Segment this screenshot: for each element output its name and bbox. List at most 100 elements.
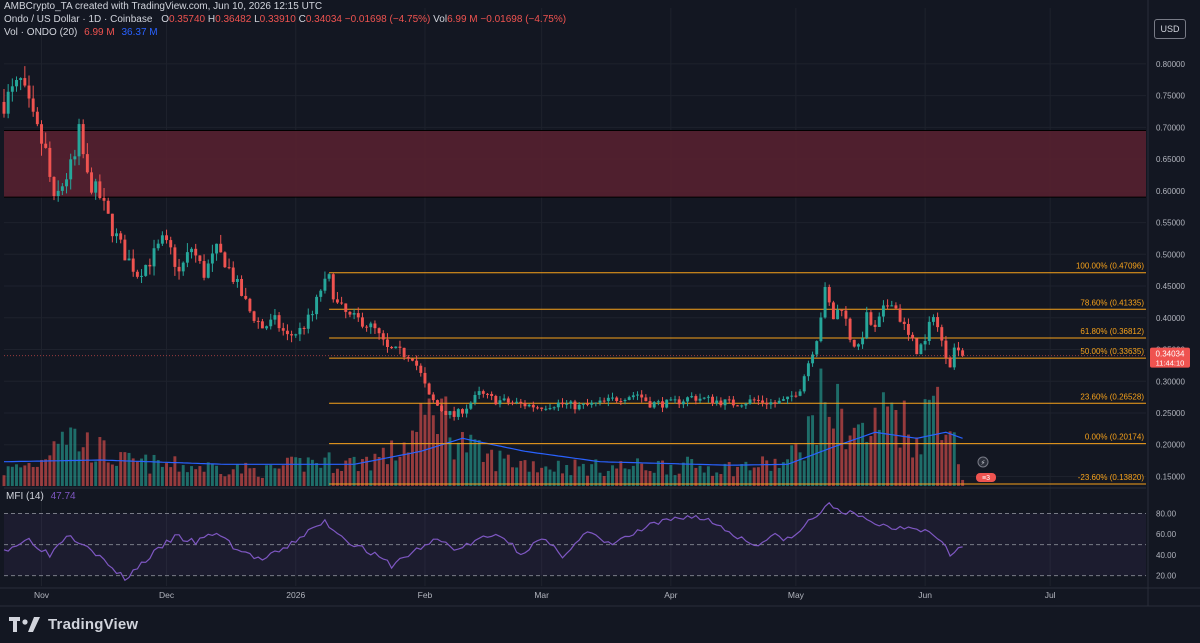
volume-bar [52, 441, 56, 486]
volume-bar [410, 430, 414, 486]
candle-body [848, 318, 852, 340]
symbol-title[interactable]: Ondo / US Dollar · 1D · Coinbase [4, 14, 153, 25]
volume-bar [856, 424, 860, 486]
overlays: ⚡ ≡3 [976, 456, 996, 482]
volume-bar [369, 470, 373, 486]
candle-body [911, 334, 915, 339]
candle-body [35, 111, 39, 125]
fib-level-label: 61.80% (0.36812) [1080, 327, 1144, 336]
volume-bar [669, 464, 673, 486]
price-tick-label: 0.55000 [1156, 219, 1185, 228]
time-tick-label: Dec [159, 590, 175, 600]
volume-bar [873, 407, 877, 486]
volume-indicator-title[interactable]: Vol · ONDO (20) [4, 27, 78, 38]
volume-bar [131, 458, 135, 486]
volume-bar [190, 466, 194, 486]
volume-bar [473, 439, 477, 486]
candle-body [677, 399, 681, 405]
candle-body [327, 274, 331, 279]
volume-bar [644, 470, 648, 486]
fibonacci-retracement[interactable]: 100.00% (0.47096) 78.60% (0.41335) 61.80% … [329, 262, 1146, 485]
volume-bar [615, 468, 619, 486]
fib-level-label: 23.60% (0.26528) [1080, 392, 1144, 401]
volume-bar [677, 473, 681, 486]
candle-body [148, 264, 152, 267]
earnings-marker-icon[interactable] [976, 473, 996, 482]
candle-body [802, 376, 806, 392]
volume-bar [140, 458, 143, 486]
volume-bar [102, 440, 106, 486]
volume-bar [898, 447, 902, 486]
candle-body [486, 393, 489, 395]
vol-key: Vol [433, 14, 448, 25]
ohlc-high: 0.36482 [215, 14, 252, 25]
volume-bar [152, 454, 156, 486]
candle-body [581, 403, 585, 405]
candle-body [210, 253, 214, 264]
candle-body [898, 308, 902, 322]
volume-bar [44, 459, 48, 486]
volume-bar [594, 459, 598, 486]
volume-bar [673, 475, 677, 486]
volume-bar [273, 468, 277, 486]
volume-bar [748, 470, 752, 486]
volume-bar [260, 477, 264, 486]
volume-indicator-line: Vol · ONDO (20) 6.99 M 36.37 M [0, 26, 566, 39]
volume-bar [456, 442, 460, 486]
candle-body [923, 340, 927, 345]
volume-bar [390, 440, 394, 486]
candle-body [456, 409, 460, 417]
candle-body [185, 252, 189, 263]
volume-bar [802, 460, 806, 486]
last-price-tag [1150, 347, 1190, 368]
replay-icon[interactable] [977, 456, 989, 468]
candle-body [48, 147, 52, 177]
tradingview-logo[interactable]: TradingView [8, 612, 138, 636]
volume-bar [373, 453, 377, 486]
resistance-zone-box[interactable] [4, 130, 1146, 198]
candle-body [365, 326, 369, 328]
volume-bar [327, 452, 331, 486]
last-price-value: 0.34034 [1156, 350, 1185, 359]
volume-bar [619, 461, 623, 486]
volume-bar [206, 462, 210, 486]
candle-body [269, 319, 273, 327]
volume-bar [269, 464, 273, 486]
bar-countdown: 11:44:10 [1156, 359, 1185, 368]
candle-body [227, 267, 231, 269]
volume-bar [494, 471, 498, 486]
candle-body [573, 401, 577, 410]
candle-body [306, 314, 310, 329]
fib-level-label: 78.60% (0.41335) [1080, 298, 1144, 307]
mfi-tick-label: 20.00 [1156, 572, 1177, 581]
currency-selector[interactable]: USD [1154, 19, 1186, 39]
volume-bar [415, 431, 419, 486]
volume-bar [85, 432, 89, 486]
candle-body [786, 396, 790, 400]
candle-body [419, 365, 423, 373]
candle-body [231, 267, 235, 282]
candle-body [836, 309, 840, 320]
candle-body [369, 323, 373, 328]
candle-body [436, 400, 439, 406]
volume-bar [744, 461, 748, 486]
grid-lines [4, 8, 1146, 586]
candle-body [431, 394, 435, 401]
volume-bar [886, 406, 890, 486]
volume-bar [552, 471, 556, 486]
volume-bar [565, 464, 569, 486]
volume-bar [544, 466, 548, 486]
mfi-title[interactable]: MFI (14) [6, 491, 44, 502]
candle-body [919, 344, 923, 355]
volume-bar [148, 473, 152, 486]
volume-bar [573, 459, 577, 486]
candle-body [740, 405, 744, 407]
volume-bar [681, 462, 685, 486]
candle-body [869, 312, 873, 325]
volume-bar [502, 458, 506, 486]
volume-bar [31, 467, 35, 486]
volume-bar [144, 454, 148, 486]
candle-body [440, 405, 444, 412]
volume-bar [952, 432, 956, 486]
